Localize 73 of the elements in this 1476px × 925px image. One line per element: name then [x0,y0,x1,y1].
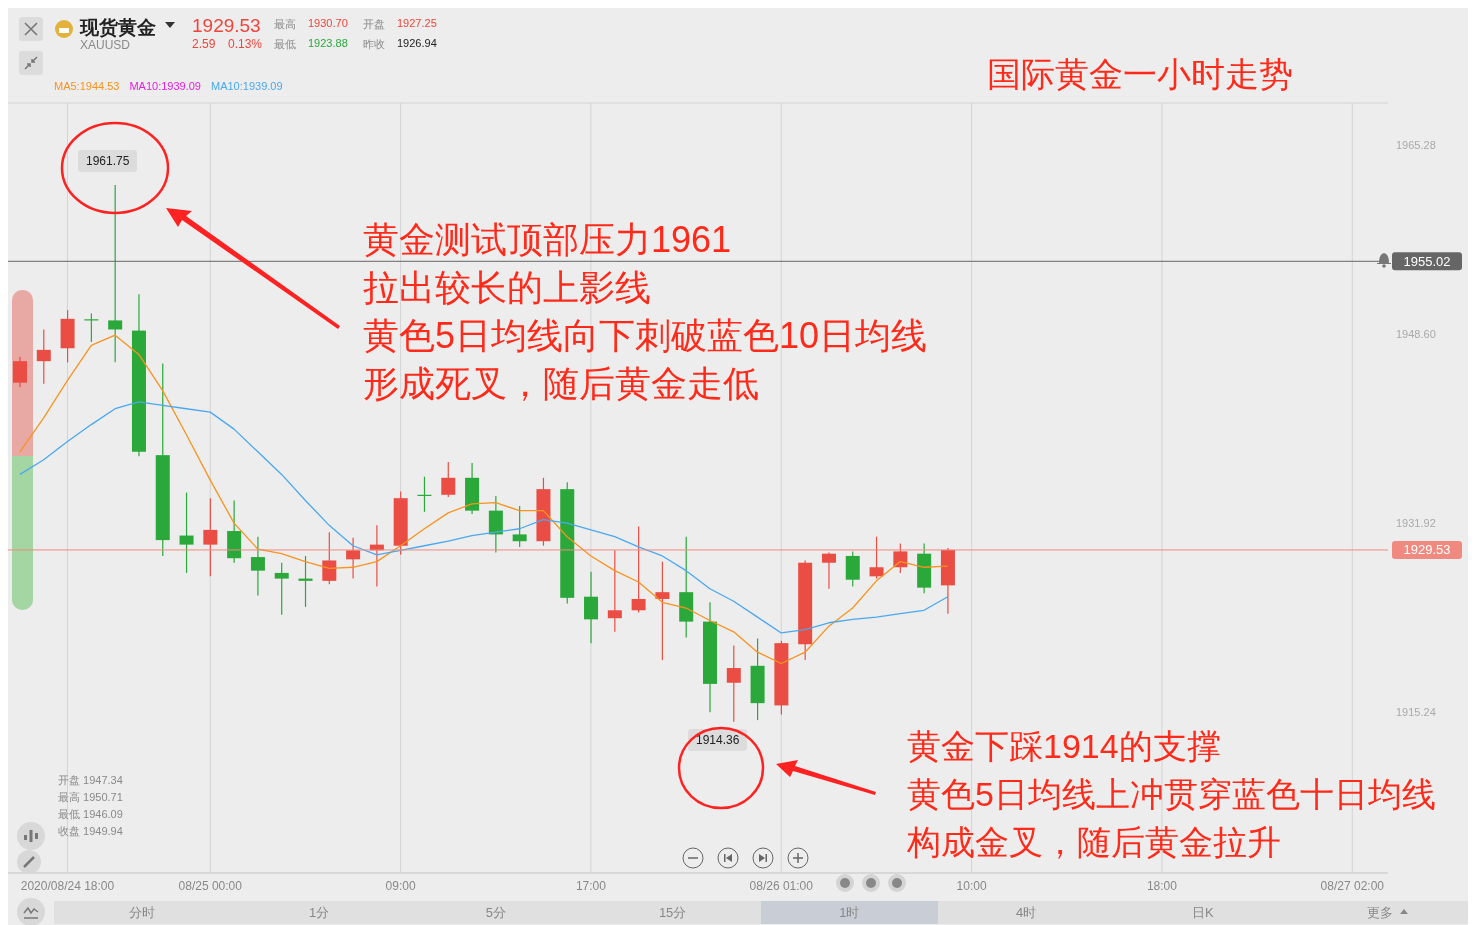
annotation: 黄色5日均线向下刺破蓝色10日均线 [363,314,928,358]
x-tick-label: 18:00 [1146,878,1178,893]
x-tick-label: 08/26 01:00 [749,878,814,893]
text: 1923.88 [308,37,348,49]
candlestick [322,531,337,585]
text: 15分 [657,904,688,922]
candlestick [203,497,218,577]
annotation: 黄色5日均线上冲贯穿蓝色十日均线 [907,774,1436,815]
annotation: 构成金叉，随后黄金拉升 [907,822,1281,863]
candlestick [869,536,884,580]
candlestick [36,328,51,385]
text: 1930.70 [308,17,348,29]
text: XAUUSD [80,38,131,52]
candlestick [488,495,503,554]
candlestick [274,562,289,616]
candlestick [607,549,622,633]
text: 4时 [1015,904,1038,922]
text: 1929.53 [192,15,261,37]
x-tick-label: 17:00 [575,878,607,893]
ref-line-label: 1955.02 [1403,253,1451,269]
line-series [19,401,949,634]
annotation: 最高 1950.71 [58,790,123,805]
text: MA5:1944.53 [54,80,120,92]
text: MA10:1939.09 [211,80,283,92]
y-tick-label: 1931.92 [1396,516,1436,529]
text: 分时 [128,904,157,922]
ref-line-label: 1929.53 [1403,542,1451,558]
text: 更多 [1365,904,1394,922]
candlestick [631,525,646,614]
annotation: 拉出较长的上影线 [363,266,651,310]
chart-title: 国际黄金一小时走势 [987,54,1293,95]
annotation: 1961.75 [78,150,138,172]
annotation: 收盘 1949.94 [58,824,123,839]
text: 1927.25 [397,17,437,29]
candlestick [250,536,265,597]
x-tick-label: 09:00 [385,878,416,893]
x-tick-label: 08/25 00:00 [178,878,243,893]
candlestick [108,184,123,363]
annotation: 形成死叉，随后黄金走低 [363,362,759,406]
candlestick [441,461,456,498]
y-tick-label: 1915.24 [1396,705,1436,718]
candlestick [821,551,836,590]
x-tick-label: 10:00 [956,878,987,893]
text: 昨收 [363,37,385,52]
text: 最高 [274,17,296,32]
text: 日K [1191,904,1215,922]
annotation: 最低 1946.09 [58,807,123,822]
text: 最低 [274,37,296,52]
text: 开盘 [363,17,385,32]
text: 2.59 [192,37,216,51]
candlestick [512,505,527,548]
y-tick-label: 1965.28 [1396,139,1436,152]
candlestick [845,550,860,588]
text: 0.13% [228,37,263,51]
text: 1926.94 [397,37,437,49]
legend-label: MA10:1939.09 [129,80,201,92]
text: 1分 [308,904,331,922]
text: 5分 [484,904,507,922]
y-tick-label: 1948.60 [1396,327,1436,340]
annotation: 开盘 1947.34 [58,773,123,788]
x-tick-label: 08/27 02:00 [1320,878,1385,893]
chart-subtitle: 现货黄金 [80,16,156,40]
candlestick [655,561,670,661]
candlestick [179,491,194,574]
annotation: 黄金测试顶部压力1961 [363,218,732,262]
candlestick [584,571,599,644]
text: 1时 [761,901,938,924]
annotation: 1914.36 [688,729,748,751]
candlestick [726,644,741,723]
candlestick [13,356,27,388]
x-tick-label: 2020/08/24 18:00 [20,878,115,893]
annotation: 黄金下踩1914的支撑 [907,726,1221,767]
candlestick [893,542,908,574]
